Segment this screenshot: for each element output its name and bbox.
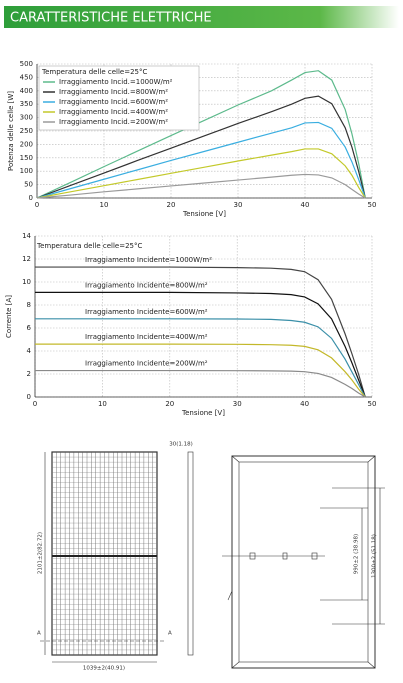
series-line [35,318,366,398]
connector [249,552,256,560]
series-line [35,343,366,398]
y-axis-label: Potenza delle celle [W] [7,91,15,171]
series-line [36,70,366,199]
legend-box [38,65,200,131]
x-tick-label: 0 [33,400,37,408]
connector [311,552,318,560]
mount-lines [227,487,385,625]
y-tick-label: 450 [20,73,33,81]
x-tick-label: 50 [368,201,377,209]
y-tick-label: 14 [22,232,31,240]
series-line [36,148,366,199]
series-line [35,369,366,398]
series-line [36,95,366,199]
legend-label: Irraggiamento Incid.=200W/m² [59,118,168,126]
x-tick-label: 10 [98,400,107,408]
series-label: Irraggiamento Incidente=200W/m² [85,360,208,368]
height-label: 2101±2(82.72) [38,532,44,574]
x-tick-label: 10 [100,201,109,209]
annotation: Temperatura delle celle=25°C [36,242,142,250]
y-tick-label: 500 [20,60,33,68]
panel-back [231,455,376,669]
x-tick-label: 0 [35,201,39,209]
section-label: A [168,631,172,637]
y-tick-label: 400 [20,87,33,95]
y-tick-label: 50 [24,181,33,189]
x-axis-label: Tensione [V] [182,210,226,218]
annotation: Temperatura delle celle=25°C [41,68,147,76]
mount-length-label: 1300±2 (51.18) [372,534,378,578]
x-tick-label: 20 [165,400,174,408]
x-tick-label: 50 [368,400,377,408]
series-line [36,121,366,199]
series-line [35,266,366,398]
y-tick-label: 12 [22,255,31,263]
y-tick-label: 350 [20,100,33,108]
legend-label: Irraggiamento Incid.=600W/m² [59,98,168,106]
y-tick-label: 8 [27,301,31,309]
legend-label: Irraggiamento Incid.=400W/m² [59,108,168,116]
series-line [36,173,366,199]
y-tick-label: 10 [22,278,31,286]
junction-box [282,552,288,560]
header-band [4,6,399,28]
y-tick-label: 150 [20,154,33,162]
x-tick-label: 40 [301,201,310,209]
x-tick-label: 30 [233,400,242,408]
header-title: CARATTERISTICHE ELETTRICHE [10,11,212,26]
series-label: Irraggiamento Incidente=400W/m² [85,333,208,341]
x-tick-label: 20 [167,201,176,209]
x-axis-label: Tensione [V] [181,409,225,417]
series-label: Irraggiamento Incidente=800W/m² [85,281,208,289]
legend-label: Irraggiamento Incid.=800W/m² [59,88,168,96]
section-label: A [37,631,41,637]
legend-label: Irraggiamento Incid.=1000W/m² [59,78,173,86]
series-label: Irraggiamento Incidente=1000W/m² [85,256,212,264]
depth-label: 30(1.18) [169,442,193,448]
series-label: Irraggiamento Incidente=600W/m² [85,308,208,316]
x-tick-label: 30 [234,201,243,209]
y-tick-label: 0 [27,393,31,401]
cell-grid [52,452,157,655]
y-tick-label: 2 [27,370,31,378]
y-tick-label: 0 [29,194,33,202]
y-axis-label: Corrente [A] [5,295,13,338]
series-line [35,291,366,398]
panel-side [187,451,194,656]
y-tick-label: 4 [27,347,32,355]
x-tick-label: 40 [300,400,309,408]
y-tick-label: 200 [20,140,33,148]
y-tick-label: 250 [20,127,33,135]
mount-spacing-label: 990±2 (38.98) [354,534,360,574]
y-tick-label: 300 [20,114,33,122]
technical-drawing: 2101±2(82.72) 1039±2(40.91) A A 30(1.18)… [37,442,385,672]
panel-back-inner [238,461,369,663]
frame-corners [231,455,376,669]
width-label: 1039±2(40.91) [83,666,125,672]
y-tick-label: 100 [20,167,33,175]
y-tick-label: 6 [27,324,32,332]
